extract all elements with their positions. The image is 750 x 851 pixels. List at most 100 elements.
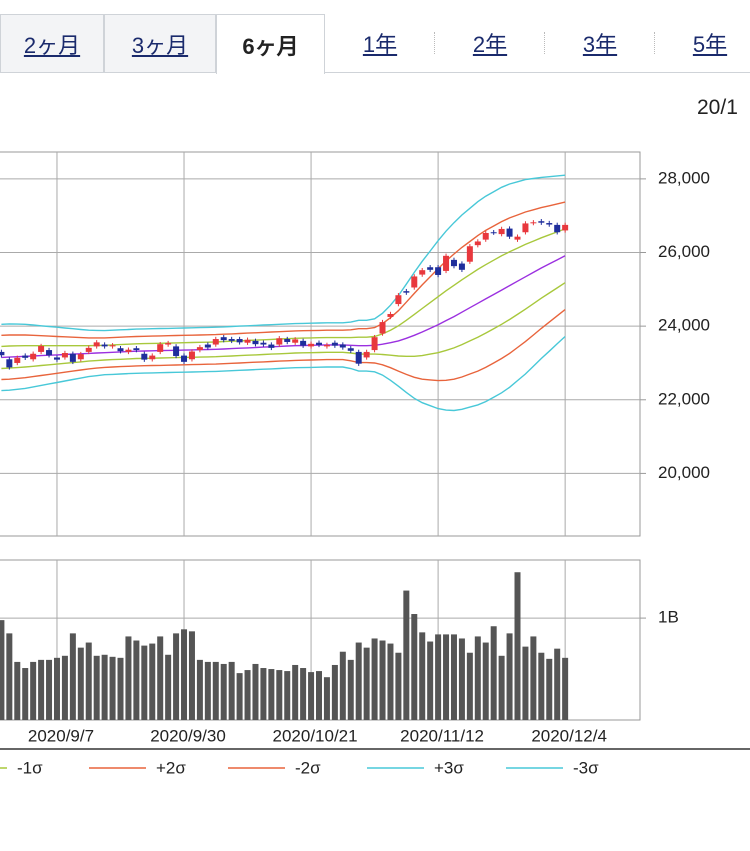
volume-bar (38, 659, 45, 720)
volume-bar (181, 629, 188, 720)
tab[interactable]: 6ヶ月 (216, 14, 325, 74)
candle-body (530, 222, 537, 224)
volume-bar (30, 661, 37, 720)
volume-bar (53, 657, 60, 720)
volume-bar (77, 647, 84, 720)
volume-bar (101, 654, 108, 720)
volume-bar (308, 672, 315, 720)
x-tick-label: 2020/12/4 (531, 726, 607, 745)
volume-bar (252, 663, 259, 720)
volume-bar (85, 642, 92, 720)
candle-body (546, 223, 553, 225)
volume-bar (403, 590, 410, 720)
volume-bar (347, 659, 354, 720)
candle-body (109, 345, 116, 347)
candle-body (244, 339, 251, 343)
candle-body (0, 351, 5, 356)
candle-body (268, 344, 275, 348)
candle-body (554, 224, 561, 233)
y-tick-label: 22,000 (658, 389, 710, 408)
volume-bar (157, 636, 164, 720)
volume-bar (427, 641, 434, 720)
x-tick-label: 2020/9/7 (28, 726, 94, 745)
volume-bar (125, 636, 132, 720)
volume-bar (458, 638, 465, 720)
volume-bar (554, 648, 561, 720)
volume-bar (173, 633, 180, 720)
volume-bar (379, 640, 386, 720)
candle-body (371, 337, 378, 351)
tab[interactable]: 1年 (325, 14, 435, 72)
candle-body (204, 344, 211, 348)
candle-body (77, 354, 84, 360)
candle-body (323, 344, 330, 347)
volume-bar (149, 643, 156, 720)
candle-body (101, 344, 108, 347)
candle-body (228, 339, 235, 341)
volume-bar (411, 614, 418, 720)
candle-body (450, 259, 457, 267)
volume-bar (212, 661, 219, 720)
volume-bar (188, 631, 195, 720)
volume-bar (522, 646, 529, 720)
volume-bar (228, 661, 235, 720)
y-tick-label: 26,000 (658, 242, 710, 261)
candle-body (395, 295, 402, 305)
candle-body (85, 347, 92, 352)
candle-body (331, 342, 338, 346)
legend-label: +2σ (156, 758, 186, 777)
volume-bar (546, 658, 553, 720)
candle-body (61, 353, 68, 358)
volume-bar (371, 638, 378, 720)
candle-body (292, 339, 299, 343)
volume-bar (236, 673, 243, 720)
candle-body (22, 355, 29, 358)
candle-body (347, 348, 354, 351)
y-tick-label: 1B (658, 608, 679, 627)
band-line (1, 174, 566, 332)
candle-body (490, 232, 497, 234)
candle-body (308, 343, 315, 347)
candle-body (53, 357, 60, 360)
candle-body (284, 339, 291, 342)
volume-bar (316, 671, 322, 720)
volume-bar (22, 668, 29, 720)
y-tick-label: 24,000 (658, 316, 710, 335)
y-tick-label: 20,000 (658, 463, 710, 482)
volume-bar (141, 645, 148, 720)
x-tick-label: 2020/10/21 (273, 726, 358, 745)
volume-bar (466, 652, 473, 720)
legend-label: +3σ (434, 758, 464, 777)
volume-bar (260, 668, 267, 720)
volume-bar (133, 640, 140, 720)
volume-bar (498, 655, 505, 720)
tab[interactable]: 3年 (545, 14, 655, 72)
legend-label: -2σ (295, 758, 321, 777)
tab[interactable]: 5年 (655, 14, 750, 72)
candle-body (117, 348, 124, 352)
volume-bar (450, 634, 457, 720)
volume-bar (93, 655, 100, 720)
tab[interactable]: 2年 (435, 14, 545, 72)
tab[interactable]: 3ヶ月 (104, 14, 216, 72)
volume-bar (69, 633, 76, 720)
candle-body (538, 221, 545, 223)
volume-bar (165, 654, 172, 720)
band-line (1, 201, 566, 339)
tab[interactable]: 2ヶ月 (0, 14, 104, 72)
volume-bar (395, 652, 402, 720)
candle-body (149, 355, 156, 360)
candle-body (46, 350, 53, 356)
candle-body (38, 346, 45, 352)
volume-bar (0, 620, 5, 720)
volume-bar (435, 634, 442, 720)
candle-body (443, 255, 450, 271)
x-tick-label: 2020/11/12 (400, 726, 484, 745)
volume-bar (292, 664, 299, 720)
volume-bar (268, 669, 275, 720)
volume-bar (204, 661, 211, 720)
candle-body (141, 353, 148, 360)
volume-bar (323, 677, 330, 720)
volume-bar (117, 657, 124, 720)
